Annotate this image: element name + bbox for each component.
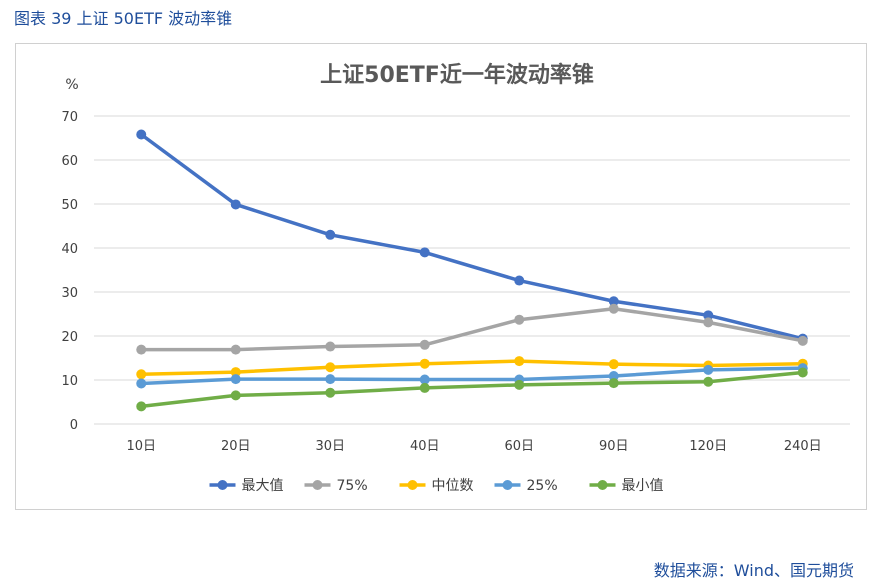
data-point — [325, 341, 336, 352]
legend-item[interactable]: 中位数 — [399, 478, 474, 494]
data-point — [419, 374, 430, 385]
figure-caption: 图表 39 上证 50ETF 波动率锥 — [14, 9, 233, 28]
y-axis-ticks: 0 10 20 30 40 50 60 70 — [61, 110, 78, 433]
data-point — [703, 376, 714, 387]
source-note: 数据来源：Wind、国元期货 — [653, 561, 854, 580]
series-line — [139, 370, 805, 409]
legend-label: 中位数 — [432, 478, 474, 494]
x-tick-label: 20日 — [221, 439, 251, 454]
data-point — [136, 378, 147, 389]
data-point — [230, 199, 241, 210]
data-point — [419, 247, 430, 258]
series-line — [139, 359, 805, 377]
legend-item[interactable]: 最小值 — [589, 478, 664, 494]
legend-label: 25% — [527, 478, 558, 494]
x-tick-label: 30日 — [315, 439, 345, 454]
y-tick-label: 20 — [61, 330, 78, 345]
legend-label: 75% — [337, 478, 368, 494]
data-point — [797, 335, 808, 346]
data-point — [136, 129, 147, 140]
x-tick-label: 40日 — [410, 439, 440, 454]
y-tick-label: 0 — [70, 418, 78, 433]
data-point — [325, 362, 336, 373]
data-point — [230, 367, 241, 378]
data-point — [230, 344, 241, 355]
data-point — [419, 358, 430, 369]
series-line — [139, 132, 805, 341]
data-point — [230, 374, 241, 385]
data-point — [797, 367, 808, 378]
x-tick-label: 240日 — [784, 439, 822, 454]
y-tick-label: 40 — [61, 242, 78, 257]
legend-label: 最大值 — [242, 478, 284, 494]
legend-swatch-marker — [502, 480, 513, 490]
data-point — [608, 371, 619, 382]
data-point — [136, 344, 147, 355]
x-tick-label: 90日 — [599, 439, 629, 454]
data-point — [703, 310, 714, 321]
data-point — [136, 369, 147, 380]
data-point — [608, 359, 619, 370]
y-tick-label: 70 — [61, 110, 78, 125]
legend-label: 最小值 — [622, 478, 664, 494]
x-tick-label: 120日 — [689, 439, 727, 454]
legend-swatch-marker — [597, 480, 608, 490]
data-point — [325, 374, 336, 385]
data-point — [703, 364, 714, 375]
data-point — [325, 229, 336, 240]
data-point — [608, 296, 619, 307]
data-point — [419, 382, 430, 393]
data-point — [230, 390, 241, 401]
x-axis-ticks: 10日 20日 30日 40日 60日 90日 120日 240日 — [126, 439, 821, 454]
legend-item[interactable]: 75% — [304, 478, 368, 494]
chart-frame: 上证50ETF近一年波动率锥 % 0 10 20 30 40 50 60 70 10日 20日 3… — [15, 43, 867, 510]
data-point — [419, 339, 430, 350]
series-line — [139, 366, 805, 386]
series-5 — [136, 367, 808, 412]
legend-item[interactable]: 25% — [494, 478, 558, 494]
legend-swatch-marker — [217, 480, 228, 490]
series-1 — [136, 129, 808, 344]
data-point — [136, 401, 147, 412]
legend-swatch-marker — [407, 480, 418, 490]
chart-title: 上证50ETF近一年波动率锥 — [320, 62, 594, 88]
y-tick-label: 10 — [61, 374, 78, 389]
y-tick-label: 60 — [61, 154, 78, 169]
data-point — [608, 378, 619, 389]
data-point — [514, 275, 525, 286]
data-point — [514, 314, 525, 325]
x-tick-label: 60日 — [504, 439, 534, 454]
data-point — [514, 356, 525, 367]
series-2 — [136, 303, 808, 355]
data-point — [514, 379, 525, 390]
legend-item[interactable]: 最大值 — [209, 478, 284, 494]
y-axis-unit-label: % — [65, 77, 78, 93]
series-lines — [136, 129, 808, 412]
data-point — [703, 317, 714, 328]
series-3 — [136, 356, 808, 380]
data-point — [608, 303, 619, 314]
data-point — [325, 387, 336, 398]
legend-swatch-marker — [312, 480, 323, 490]
y-tick-label: 50 — [61, 198, 78, 213]
y-tick-label: 30 — [61, 286, 78, 301]
x-tick-label: 10日 — [126, 439, 156, 454]
series-line — [139, 306, 805, 352]
line-chart: 上证50ETF近一年波动率锥 % 0 10 20 30 40 50 60 70 10日 20日 3… — [61, 62, 850, 494]
legend[interactable]: 最大值 75% 中位数 25% 最小值 — [209, 478, 664, 494]
